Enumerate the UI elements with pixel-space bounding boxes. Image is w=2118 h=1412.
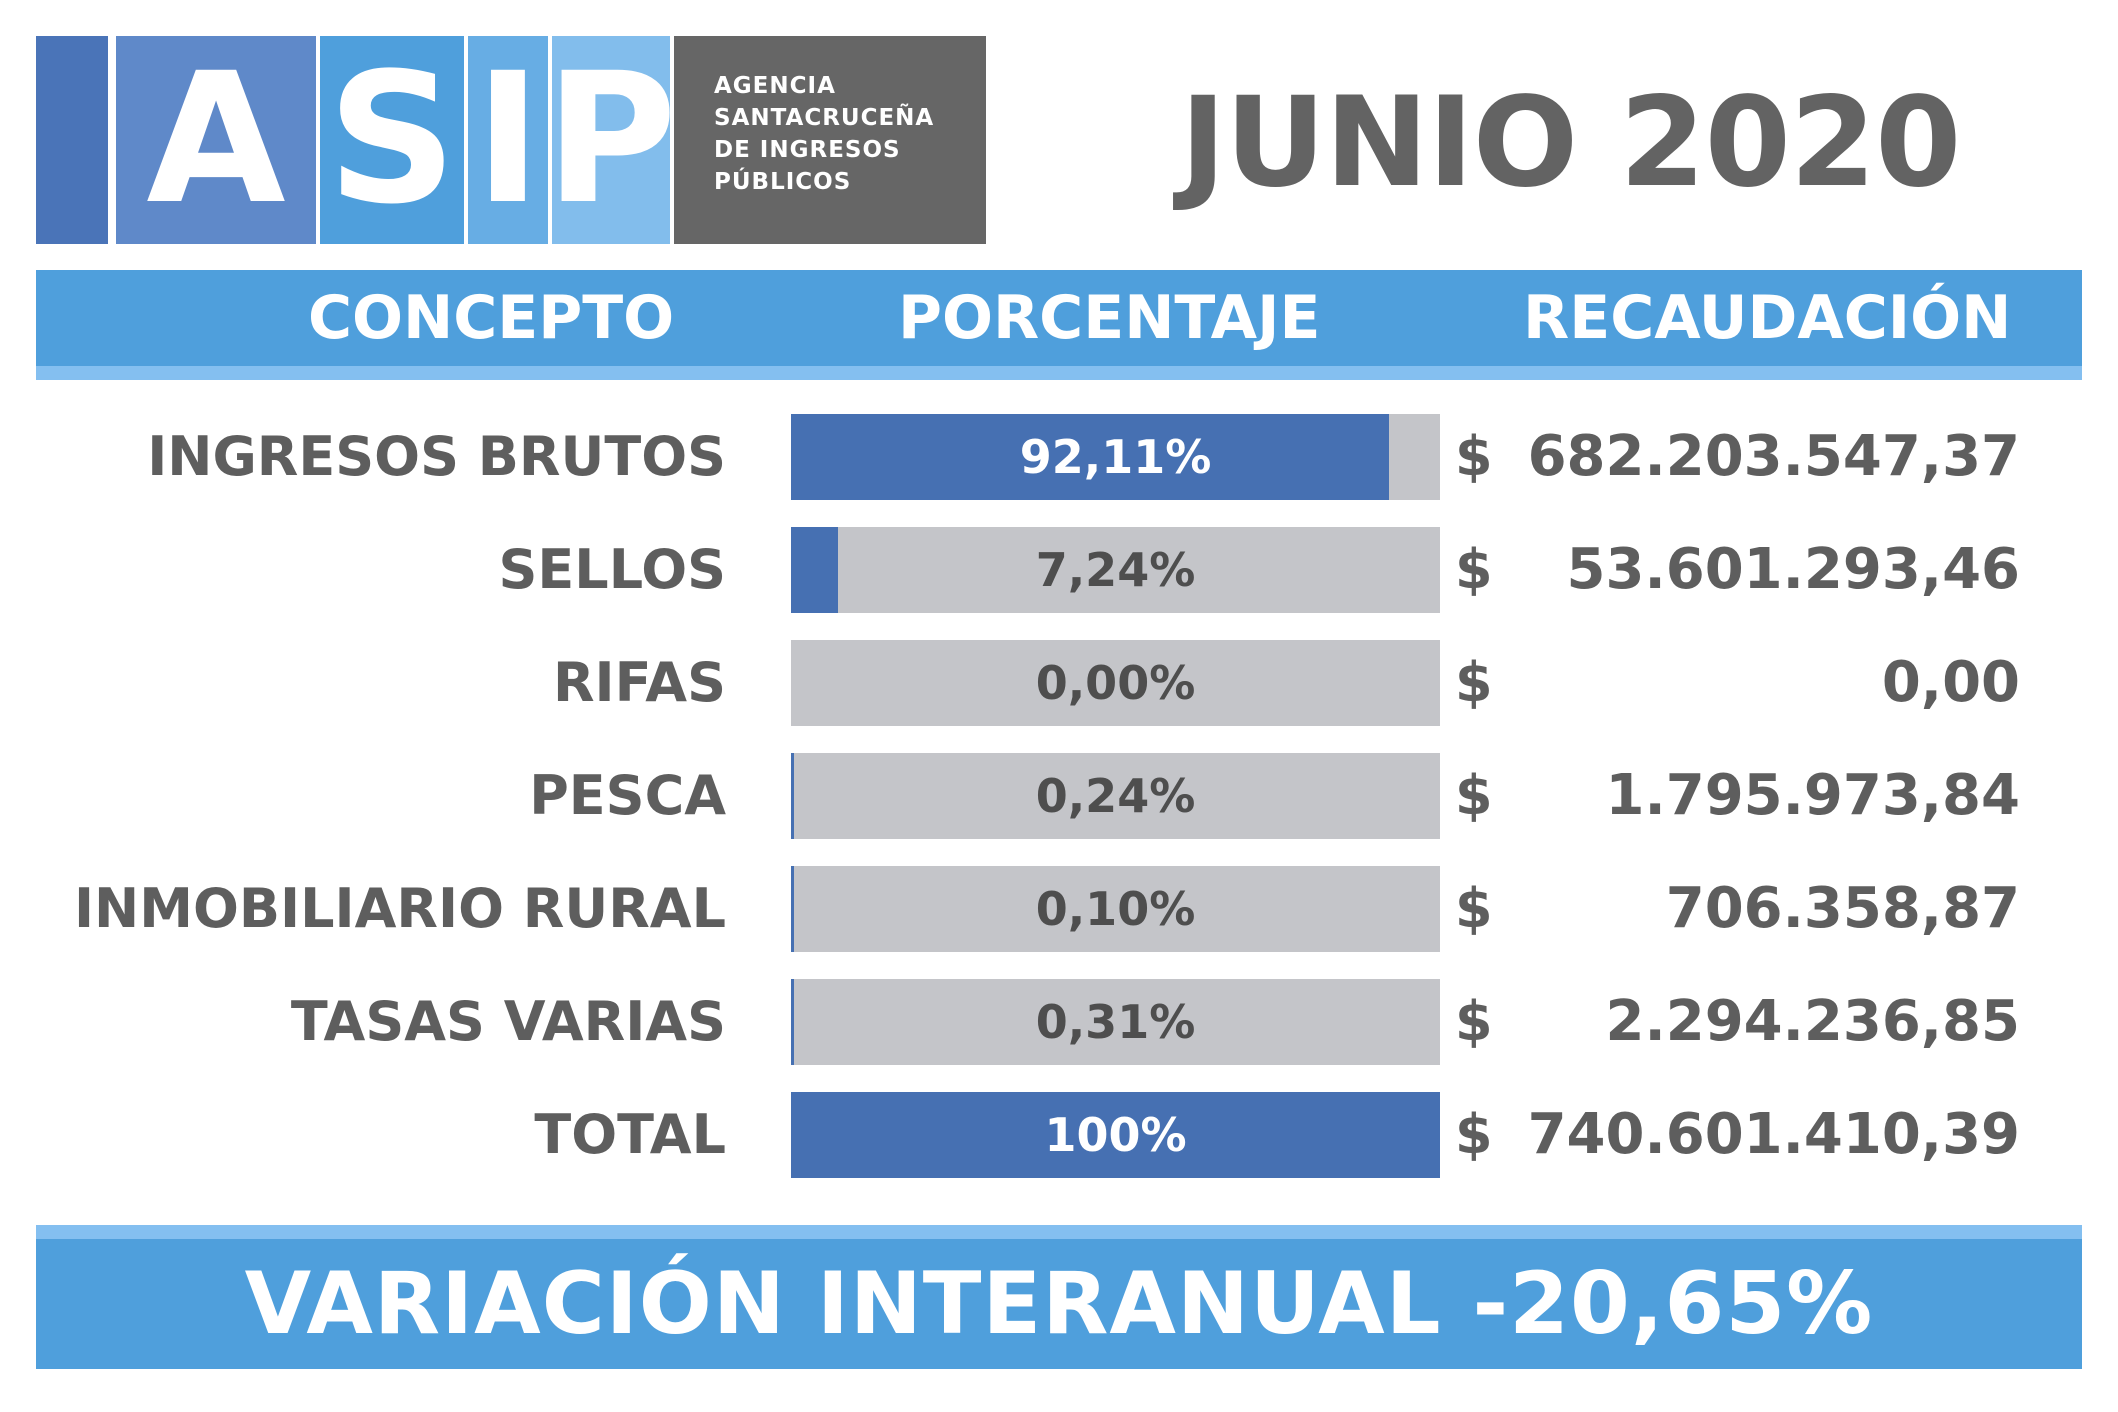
currency-symbol: $ <box>1455 764 1493 827</box>
table-row: SELLOS 7,24% $53.601.293,46 <box>0 527 2118 613</box>
percentage-bar-track: 0,31% <box>791 979 1440 1065</box>
agency-line: SANTACRUCEÑA <box>714 105 935 131</box>
header-underline <box>36 366 2082 380</box>
footer-band: VARIACIÓN INTERANUAL -20,65% <box>36 1239 2082 1369</box>
percentage-bar-track: 100% <box>791 1092 1440 1178</box>
table-header: CONCEPTO PORCENTAJE RECAUDACIÓN <box>36 270 2082 366</box>
currency-symbol: $ <box>1455 538 1493 601</box>
percentage-label: 0,31% <box>1035 995 1196 1049</box>
concept-label: INGRESOS BRUTOS <box>147 425 726 488</box>
agency-line: DE INGRESOS <box>714 137 901 163</box>
concept-label: TASAS VARIAS <box>290 990 726 1053</box>
logo-stripe <box>36 36 108 244</box>
header-porcentaje: PORCENTAJE <box>898 283 1321 353</box>
currency-symbol: $ <box>1455 990 1493 1053</box>
header-recaudacion: RECAUDACIÓN <box>1523 283 2012 353</box>
page-title: JUNIO 2020 <box>1180 71 1961 215</box>
agency-line: AGENCIA <box>714 73 836 99</box>
amount-value: 706.358,87 <box>1665 876 2020 941</box>
table-row: TASAS VARIAS 0,31% $2.294.236,85 <box>0 979 2118 1065</box>
percentage-label: 0,10% <box>1035 882 1196 936</box>
concept-label: SELLOS <box>498 538 726 601</box>
percentage-bar <box>791 527 838 613</box>
logo-letter-a: A <box>116 36 316 244</box>
logo-letter-p: P <box>545 35 677 244</box>
percentage-label: 92,11% <box>1019 430 1212 484</box>
amount-value: 682.203.547,37 <box>1527 424 2020 489</box>
logo-letter-i: I <box>468 36 548 244</box>
agency-name: AGENCIA SANTACRUCEÑA DE INGRESOS PÚBLICO… <box>674 36 986 244</box>
percentage-bar <box>791 866 794 952</box>
percentage-bar <box>791 1092 1440 1178</box>
percentage-bar-track: 0,24% <box>791 753 1440 839</box>
amount-value: 2.294.236,85 <box>1605 989 2020 1054</box>
percentage-bar-track: 7,24% <box>791 527 1440 613</box>
header-concepto: CONCEPTO <box>308 283 675 353</box>
concept-label: PESCA <box>529 764 726 827</box>
currency-symbol: $ <box>1455 1103 1493 1166</box>
percentage-label: 7,24% <box>1035 543 1196 597</box>
percentage-bar <box>791 414 1389 500</box>
variation-text: VARIACIÓN INTERANUAL -20,65% <box>244 1254 1874 1354</box>
table-row: PESCA 0,24% $1.795.973,84 <box>0 753 2118 839</box>
amount-value: 0,00 <box>1881 650 2020 715</box>
amount-value: 53.601.293,46 <box>1566 537 2020 602</box>
percentage-bar <box>791 979 794 1065</box>
percentage-label: 0,24% <box>1035 769 1196 823</box>
footer-overline <box>36 1225 2082 1239</box>
logo-letter-s: S <box>320 36 464 244</box>
percentage-bar-track: 92,11% <box>791 414 1440 500</box>
asip-logo: A S I P AGENCIA SANTACRUCEÑA DE INGRESOS… <box>36 36 986 244</box>
amount-value: 740.601.410,39 <box>1527 1102 2020 1167</box>
percentage-bar-track: 0,00% <box>791 640 1440 726</box>
percentage-label: 0,00% <box>1035 656 1196 710</box>
percentage-bar-track: 0,10% <box>791 866 1440 952</box>
concept-label: TOTAL <box>534 1103 726 1166</box>
table-row: INMOBILIARIO RURAL 0,10% $706.358,87 <box>0 866 2118 952</box>
percentage-bar <box>791 753 794 839</box>
table-row: RIFAS 0,00% $0,00 <box>0 640 2118 726</box>
percentage-label: 100% <box>1044 1108 1187 1162</box>
currency-symbol: $ <box>1455 425 1493 488</box>
currency-symbol: $ <box>1455 877 1493 940</box>
currency-symbol: $ <box>1455 651 1493 714</box>
concept-label: RIFAS <box>552 651 726 714</box>
agency-line: PÚBLICOS <box>714 169 852 195</box>
amount-value: 1.795.973,84 <box>1605 763 2020 828</box>
table-row: TOTAL 100% $740.601.410,39 <box>0 1092 2118 1178</box>
table-row: INGRESOS BRUTOS 92,11% $682.203.547,37 <box>0 414 2118 500</box>
concept-label: INMOBILIARIO RURAL <box>73 877 726 940</box>
